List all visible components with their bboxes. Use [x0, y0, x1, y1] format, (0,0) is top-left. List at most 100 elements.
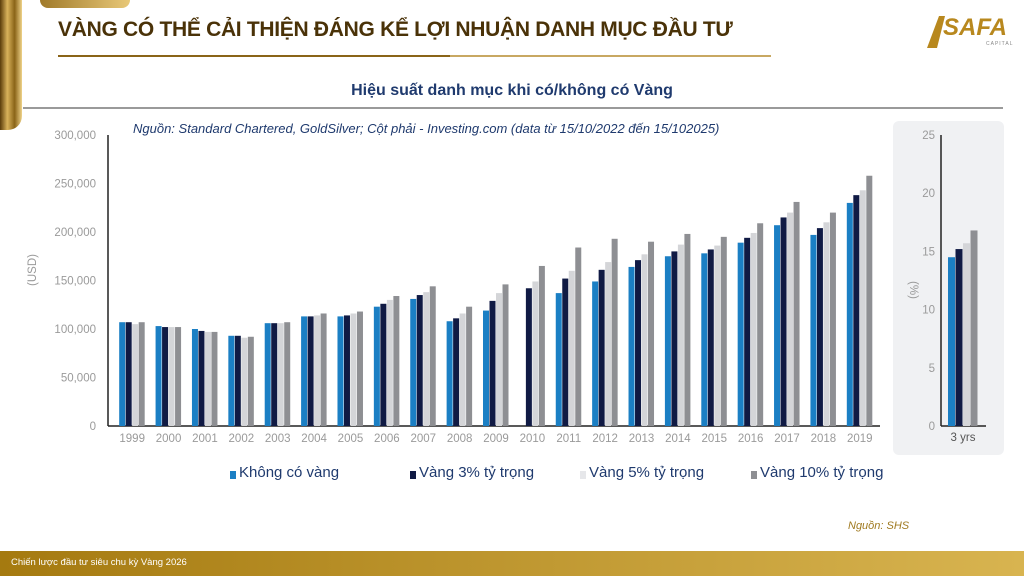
bar-3yrs-series-0 — [948, 257, 955, 426]
bar-2018-series-2 — [823, 222, 830, 426]
bar-2004-series-2 — [314, 315, 321, 426]
bar-2002-series-3 — [247, 336, 254, 426]
legend-item-no-gold: Không có vàng — [230, 464, 339, 481]
bar-2006-series-3 — [393, 296, 400, 426]
bar-2012-series-0 — [592, 281, 599, 426]
footer-bar: Chiến lược đầu tư siêu chu kỳ Vàng 2026 — [0, 551, 1024, 576]
x-tick-label: 2003 — [265, 433, 291, 445]
bar-2008-series-0 — [446, 321, 453, 426]
y-tick-label: 50,000 — [61, 373, 96, 385]
x-tick-label: 2016 — [738, 433, 764, 445]
bar-2012-series-3 — [611, 238, 618, 426]
y-tick-label: 100,000 — [54, 324, 96, 336]
y-tick-label: 150,000 — [54, 276, 96, 288]
bar-2005-series-0 — [337, 316, 344, 426]
bar-2019-series-1 — [853, 195, 860, 426]
bar-2008-series-3 — [466, 306, 473, 426]
bar-1999-series-1 — [125, 322, 132, 426]
bar-2003-series-2 — [277, 323, 284, 426]
x-tick-label: 2017 — [774, 433, 800, 445]
logo-icon — [927, 16, 945, 48]
bar-2007-series-0 — [410, 298, 417, 426]
bar-2010-series-2 — [532, 281, 539, 426]
legend-swatch — [580, 470, 586, 479]
legend-swatch — [410, 470, 416, 479]
legend-item-gold-3: Vàng 3% tỷ trọng — [410, 464, 534, 481]
x-tick-label: 2000 — [156, 433, 182, 445]
bar-2005-series-3 — [356, 311, 363, 426]
footer-text: Chiến lược đầu tư siêu chu kỳ Vàng 2026 — [11, 557, 187, 568]
bar-2014-series-3 — [684, 233, 691, 426]
bar-2003-series-0 — [264, 323, 271, 426]
bar-2015-series-0 — [701, 253, 708, 426]
bar-2013-series-3 — [648, 241, 655, 426]
bar-2010-series-3 — [538, 265, 545, 426]
legend-swatch — [230, 470, 236, 479]
x-tick-label: 2009 — [483, 433, 509, 445]
bar-2006-series-2 — [386, 299, 393, 426]
y-tick-label-right: 0 — [929, 421, 935, 433]
bar-2006-series-1 — [380, 303, 387, 426]
legend-item-gold-10: Vàng 10% tỷ trọng — [751, 464, 883, 481]
bar-2018-series-0 — [810, 234, 817, 426]
bar-2008-series-2 — [459, 313, 466, 426]
bar-2009-series-0 — [483, 310, 489, 426]
bar-2000-series-1 — [162, 327, 169, 426]
bar-2009-series-1 — [489, 300, 496, 426]
bar-2009-series-3 — [502, 284, 509, 426]
bar-1999-series-2 — [132, 324, 139, 426]
bar-2002-series-1 — [234, 335, 241, 426]
x-tick-label: 2008 — [447, 433, 473, 445]
bar-2016-series-0 — [737, 242, 744, 426]
x-tick-label: 2010 — [520, 433, 546, 445]
x-tick-label: 2015 — [701, 433, 727, 445]
bar-2011-series-2 — [568, 270, 575, 426]
bar-2006-series-0 — [373, 306, 380, 426]
gold-decoration-top — [40, 0, 130, 8]
y-tick-label-right: 10 — [922, 305, 935, 317]
bar-2016-series-2 — [750, 232, 757, 426]
source-note: Nguồn: Standard Chartered, GoldSilver; C… — [133, 121, 720, 136]
x-tick-label: 2013 — [629, 433, 655, 445]
bar-2019-series-0 — [846, 202, 853, 426]
bar-1999-series-0 — [119, 322, 126, 426]
bar-1999-series-3 — [138, 322, 145, 426]
subtitle-divider — [23, 107, 1003, 109]
title-divider — [58, 55, 771, 57]
bar-2014-series-1 — [671, 251, 678, 426]
bar-2007-series-2 — [423, 292, 430, 426]
bar-2017-series-3 — [793, 201, 800, 426]
chart-title: Hiệu suất danh mục khi có/không có Vàng — [351, 82, 673, 99]
bar-2012-series-1 — [598, 269, 605, 426]
bar-2005-series-2 — [350, 313, 357, 426]
bar-2009-series-2 — [496, 293, 502, 426]
x-tick-label: 2018 — [811, 433, 837, 445]
bar-2011-series-1 — [562, 278, 569, 426]
x-tick-label: 2007 — [410, 433, 436, 445]
bar-2019-series-3 — [866, 175, 873, 426]
bar-2005-series-1 — [343, 315, 350, 426]
bar-3yrs-series-3 — [970, 230, 978, 426]
bar-2008-series-1 — [453, 318, 460, 426]
x-tick-label: 2002 — [229, 433, 255, 445]
bar-2001-series-1 — [198, 330, 205, 426]
bar-2000-series-0 — [155, 326, 162, 426]
x-tick-label-right: 3 yrs — [951, 432, 976, 444]
legend-swatch — [751, 470, 757, 479]
bar-2004-series-1 — [307, 316, 314, 426]
y-tick-label: 0 — [90, 421, 96, 433]
bar-2001-series-3 — [211, 331, 218, 426]
bar-2015-series-2 — [714, 245, 721, 426]
bar-2017-series-1 — [780, 217, 787, 426]
legend-label: Không có vàng — [239, 464, 340, 481]
y-tick-label: 300,000 — [54, 130, 96, 142]
x-tick-label: 2012 — [592, 433, 618, 445]
bar-2015-series-1 — [707, 249, 714, 426]
x-tick-label: 2011 — [556, 433, 581, 445]
x-tick-label: 1999 — [119, 433, 145, 445]
bar-2010-series-1 — [525, 288, 532, 426]
bar-3yrs-series-1 — [955, 249, 963, 426]
bar-2013-series-0 — [628, 266, 635, 426]
y-tick-label-right: 5 — [929, 363, 935, 375]
